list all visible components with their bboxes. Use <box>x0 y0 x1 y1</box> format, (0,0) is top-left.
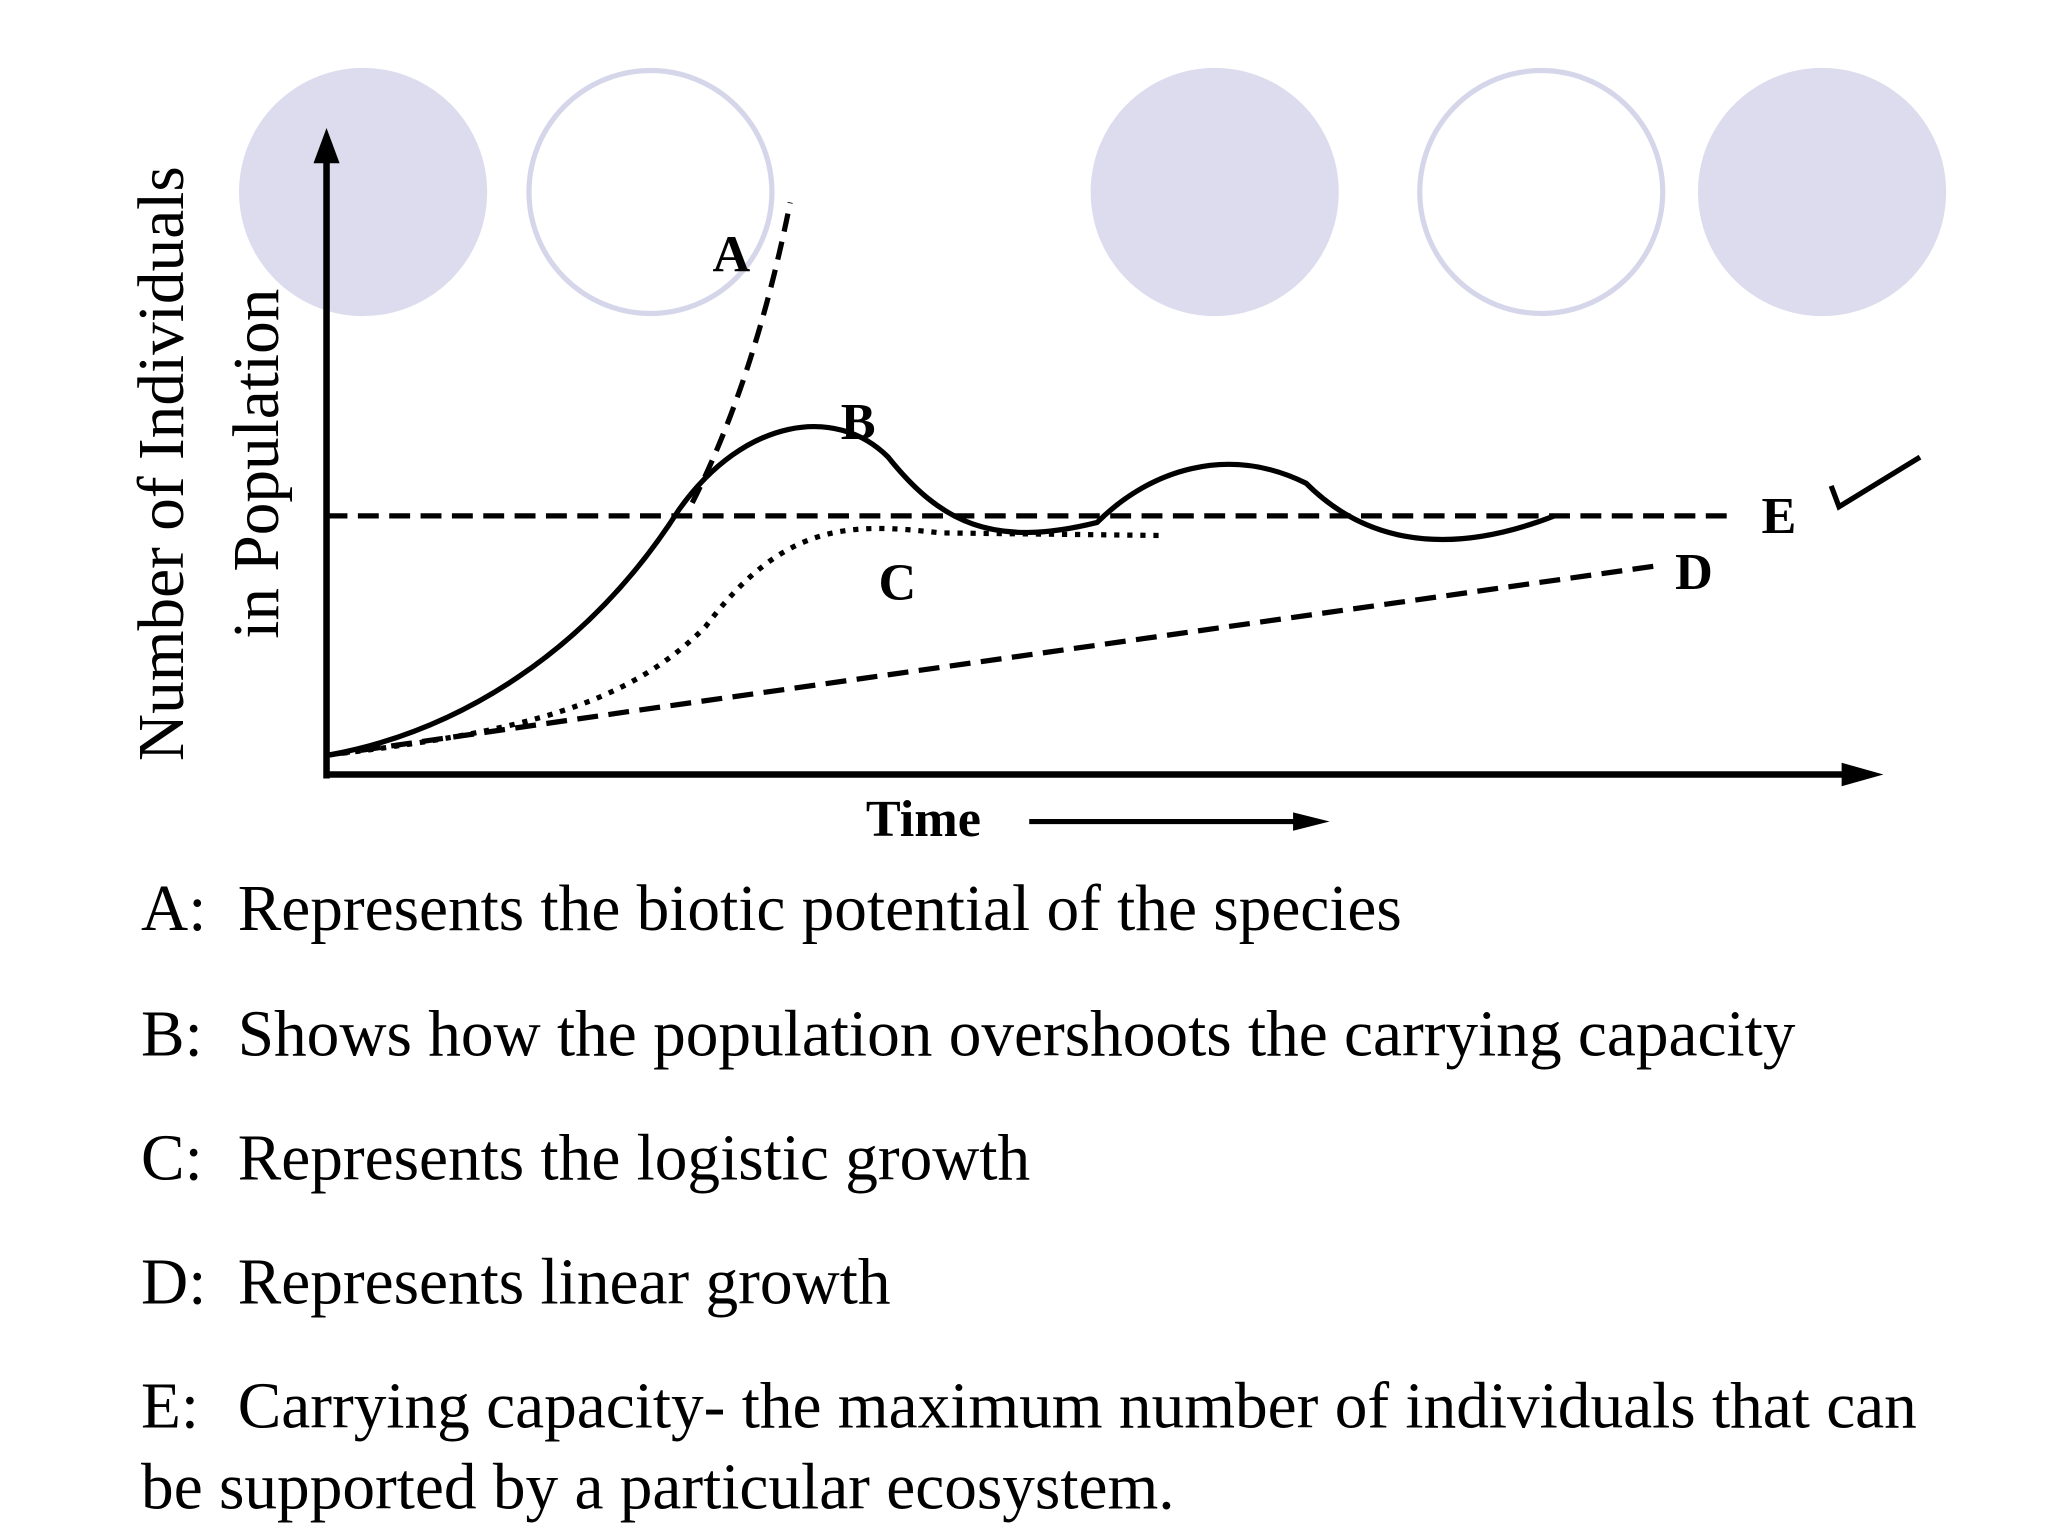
curve-a <box>689 201 793 505</box>
note-letter: C: <box>141 1122 203 1194</box>
note-letter: A: <box>141 873 206 945</box>
time-arrowhead <box>1293 812 1330 831</box>
check-mark <box>1828 454 1922 511</box>
circle <box>1697 67 1947 317</box>
curve-label: A <box>713 226 751 284</box>
circle <box>239 67 488 317</box>
y-arrow <box>313 128 340 164</box>
note-letter: D: <box>141 1247 206 1319</box>
decor-circles <box>239 67 1947 317</box>
x-arrow <box>1841 762 1884 787</box>
note-letter: E: <box>141 1371 199 1443</box>
y-axis-label: Number of Individuals <box>126 166 198 761</box>
graph: A B C D E Number of Individuals in Popul… <box>126 128 1922 848</box>
note-text: Shows how the population overshoots the … <box>238 998 1796 1070</box>
circle <box>1417 67 1666 317</box>
note-text: Carrying capacity- the maximum number of… <box>238 1371 1917 1443</box>
curve-d <box>328 562 1660 758</box>
circle <box>1090 67 1339 317</box>
curve-c <box>328 525 1163 758</box>
note-text: Represents the biotic potential of the s… <box>238 873 1402 945</box>
note-letter: B: <box>141 998 203 1070</box>
curve-label: C <box>878 554 916 612</box>
x-axis-label: Time <box>866 790 981 848</box>
notes: A: Represents the biotic potential of the… <box>141 873 1917 1524</box>
note-text: Represents the logistic growth <box>238 1122 1030 1194</box>
curve-label: D <box>1675 543 1713 601</box>
circle <box>526 67 775 317</box>
note-text: be supported by a particular ecosystem. <box>141 1452 1175 1524</box>
curve-label: E <box>1762 487 1797 545</box>
note-text: Represents linear growth <box>238 1247 891 1319</box>
y-axis-label: in Population <box>221 289 293 639</box>
curve-b <box>328 424 1556 758</box>
curve-label: B <box>841 393 876 451</box>
